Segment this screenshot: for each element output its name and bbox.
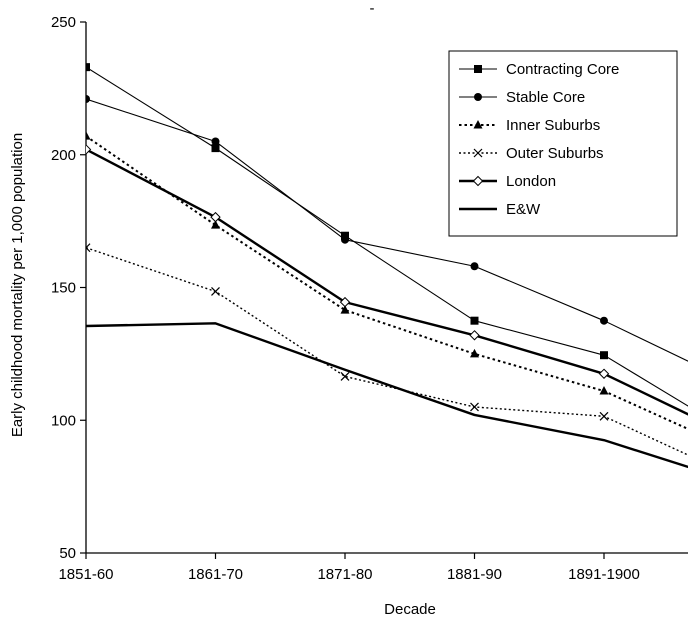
data-point — [471, 317, 479, 325]
series-line — [86, 248, 688, 476]
legend-label: Stable Core — [506, 89, 585, 106]
series-line — [86, 323, 688, 481]
data-point — [341, 236, 349, 244]
legend-label: London — [506, 173, 556, 190]
data-point — [82, 63, 90, 71]
data-point — [471, 403, 479, 411]
data-point — [600, 369, 609, 378]
x-tick-label: 1881-90 — [447, 566, 502, 583]
series-3 — [82, 244, 688, 480]
y-tick-label: 50 — [59, 545, 76, 562]
data-point — [470, 349, 479, 358]
legend-label: E&W — [506, 201, 541, 218]
data-point — [212, 137, 220, 145]
x-tick-label: 1861-70 — [188, 566, 243, 583]
chart-title-fragment: - — [370, 0, 375, 17]
y-axis-ticks: 50 100 150 200 250 — [51, 14, 86, 562]
legend-marker — [474, 65, 482, 73]
legend-label: Outer Suburbs — [506, 145, 604, 162]
data-point — [82, 145, 91, 154]
legend-label: Contracting Core — [506, 61, 619, 78]
data-point — [212, 287, 220, 295]
series-5 — [86, 323, 688, 481]
legend: Contracting Core Stable Core Inner Suburbs… — [449, 51, 677, 236]
y-tick-label: 250 — [51, 14, 76, 31]
data-point — [82, 95, 90, 103]
legend-label: Inner Suburbs — [506, 117, 600, 134]
data-point — [470, 331, 479, 340]
x-axis-title: Decade — [384, 601, 436, 618]
y-tick-label: 100 — [51, 412, 76, 429]
data-point — [471, 262, 479, 270]
data-point — [82, 131, 91, 140]
x-tick-label: 1851-60 — [58, 566, 113, 583]
x-tick-label: 1871-80 — [317, 566, 372, 583]
y-tick-label: 150 — [51, 280, 76, 297]
data-point — [600, 351, 608, 359]
x-tick-label: 1891-1900 — [568, 566, 640, 583]
data-point — [600, 317, 608, 325]
y-tick-label: 200 — [51, 147, 76, 164]
legend-marker — [474, 93, 482, 101]
y-axis-title: Early childhood mortality per 1,000 popu… — [9, 133, 26, 437]
data-point — [600, 412, 608, 420]
x-axis-ticks: 1851-60 1861-70 1871-80 1881-90 1891-1900 — [58, 553, 639, 583]
data-point — [600, 386, 609, 395]
